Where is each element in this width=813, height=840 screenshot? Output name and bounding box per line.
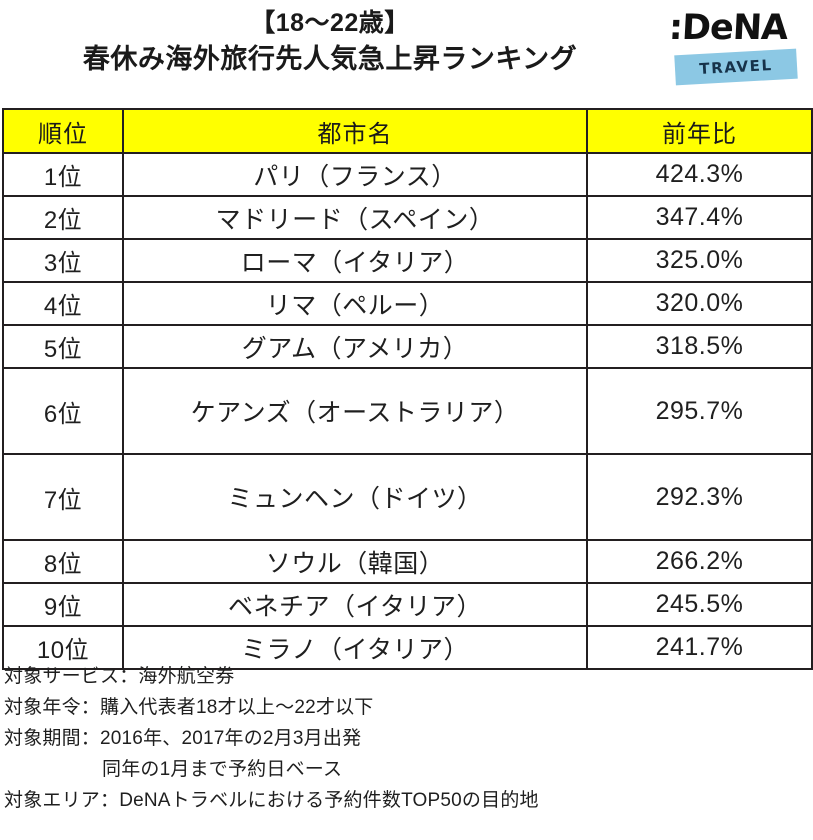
page-header: 【18～22歳】 春休み海外旅行先人気急上昇ランキング :DeNA TRAVEL [0, 0, 813, 104]
page-title: 【18～22歳】 春休み海外旅行先人気急上昇ランキング [0, 6, 660, 78]
footnotes: 対象サービス：海外航空券対象年令：購入代表者18才以上～22才以下 対象期間：20… [4, 661, 804, 816]
travel-banner-label: TRAVEL [698, 55, 774, 79]
cell-city: リマ（ペルー） [122, 281, 588, 326]
cell-year-over-year: 325.0% [586, 238, 813, 283]
title-age-bracket: 【18～22歳】 [250, 9, 410, 37]
table-row: 1位 パリ（フランス） 424.3% [2, 152, 813, 197]
table-header: 順位 都市名 前年比 [2, 108, 813, 154]
column-header-rank: 順位 [2, 108, 124, 154]
table-header-row: 順位 都市名 前年比 [2, 108, 813, 154]
cell-rank: 5位 [2, 324, 124, 369]
table-row: 6位 ケアンズ（オーストラリア） 295.7% [2, 367, 813, 455]
table-row: 2位 マドリード（スペイン） 347.4% [2, 195, 813, 240]
title-main: 春休み海外旅行先人気急上昇ランキング [82, 44, 578, 74]
table-row: 8位 ソウル（韓国） 266.2% [2, 539, 813, 584]
cell-city: パリ（フランス） [122, 152, 588, 197]
ranking-table-container: 順位 都市名 前年比 1位 パリ（フランス） 424.3% 2位 マドリード（スペイン）… [2, 108, 813, 670]
column-header-city: 都市名 [122, 108, 588, 154]
column-header-yoy: 前年比 [586, 108, 813, 154]
table-row: 5位 グアム（アメリカ） 318.5% [2, 324, 813, 369]
cell-city: グアム（アメリカ） [122, 324, 588, 369]
cell-year-over-year: 320.0% [586, 281, 813, 326]
cell-year-over-year: 266.2% [586, 539, 813, 584]
cell-year-over-year: 295.7% [586, 367, 813, 455]
cell-rank: 7位 [2, 453, 124, 541]
cell-city: ケアンズ（オーストラリア） [122, 367, 588, 455]
table-row: 3位 ローマ（イタリア） 325.0% [2, 238, 813, 283]
cell-city: ソウル（韓国） [122, 539, 588, 584]
cell-rank: 1位 [2, 152, 124, 197]
ranking-table: 順位 都市名 前年比 1位 パリ（フランス） 424.3% 2位 マドリード（スペイン）… [2, 108, 813, 670]
table-row: 7位 ミュンヘン（ドイツ） 292.3% [2, 453, 813, 541]
travel-banner: TRAVEL [674, 48, 798, 86]
footnote-line: 対象サービス：海外航空券 [4, 666, 235, 687]
cell-rank: 8位 [2, 539, 124, 584]
footnote-line: 対象エリア：DeNAトラベルにおける予約件数TOP50の目的地 [4, 790, 539, 811]
cell-city: ローマ（イタリア） [122, 238, 588, 283]
table-row: 4位 リマ（ペルー） 320.0% [2, 281, 813, 326]
footnote-line: 対象期間：2016年、2017年の2月3月出発 [4, 728, 362, 749]
cell-year-over-year: 318.5% [586, 324, 813, 369]
footnote-line: 対象年令：購入代表者18才以上～22才以下 [4, 697, 374, 718]
cell-city: ミュンヘン（ドイツ） [122, 453, 588, 541]
cell-rank: 4位 [2, 281, 124, 326]
table-row: 9位 ベネチア（イタリア） 245.5% [2, 582, 813, 627]
cell-rank: 10位 [2, 625, 124, 670]
cell-rank: 2位 [2, 195, 124, 240]
cell-city: ミラノ（イタリア） [122, 625, 588, 670]
cell-city: マドリード（スペイン） [122, 195, 588, 240]
cell-rank: 6位 [2, 367, 124, 455]
cell-rank: 3位 [2, 238, 124, 283]
cell-city: ベネチア（イタリア） [122, 582, 588, 627]
cell-year-over-year: 424.3% [586, 152, 813, 197]
cell-year-over-year: 292.3% [586, 453, 813, 541]
cell-year-over-year: 347.4% [586, 195, 813, 240]
cell-year-over-year: 245.5% [586, 582, 813, 627]
dena-travel-logo: :DeNA TRAVEL [665, 8, 801, 96]
footnote-line: 同年の1月まで予約日ベース [102, 759, 343, 780]
cell-rank: 9位 [2, 582, 124, 627]
table-body: 1位 パリ（フランス） 424.3% 2位 マドリード（スペイン） 347.4% 3位 ローマ… [2, 152, 813, 670]
dena-wordmark-icon: :DeNA [667, 8, 789, 48]
table-row: 10位 ミラノ（イタリア） 241.7% [2, 625, 813, 670]
cell-year-over-year: 241.7% [586, 625, 813, 670]
